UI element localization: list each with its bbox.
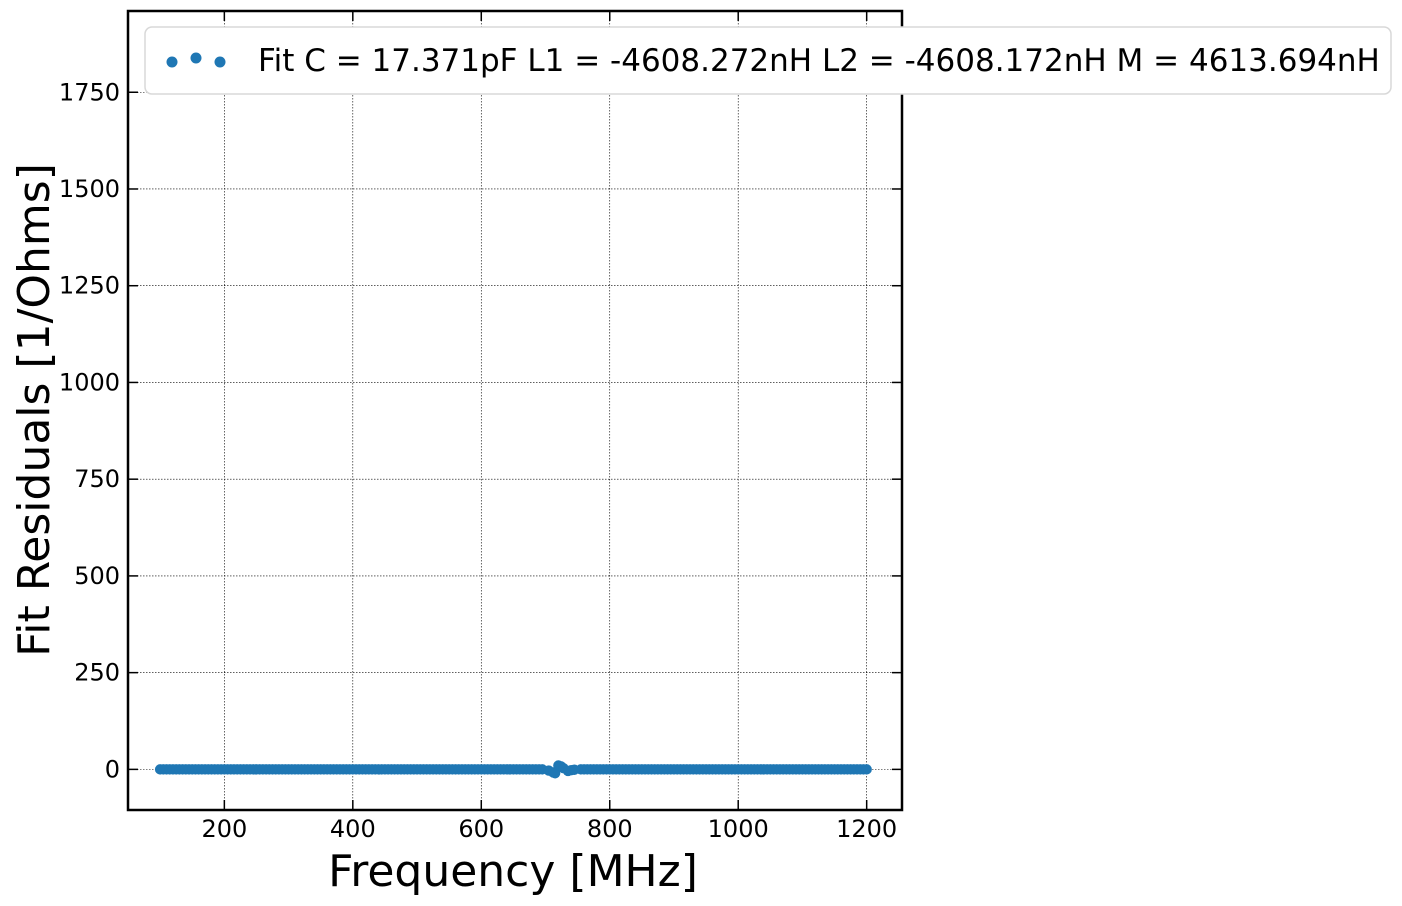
y-tick-label-3: 750: [74, 465, 120, 493]
legend-marker: [166, 56, 178, 68]
y-tick-label-4: 1000: [59, 368, 120, 396]
x-tick-label-3: 800: [587, 815, 633, 843]
legend: Fit C = 17.371pF L1 = -4608.272nH L2 = -…: [144, 26, 1392, 95]
plot-frame: [126, 9, 904, 812]
tick-marks: [128, 11, 902, 810]
x-tick-label-2: 600: [458, 815, 504, 843]
x-axis-label: Frequency [MHz]: [328, 846, 698, 897]
x-tick-label-5: 1200: [836, 815, 897, 843]
data-point-209: [861, 764, 872, 775]
x-tick-label-4: 1000: [708, 815, 769, 843]
tick-labels: 200 400 600 800 1000 1200 0 250 500 750 1000 1250 15…: [59, 78, 897, 843]
legend-label: Fit C = 17.371pF L1 = -4608.272nH L2 = -…: [258, 43, 1380, 79]
y-tick-label-6: 1500: [59, 175, 120, 203]
axes: [126, 9, 904, 812]
legend-marker: [214, 56, 226, 68]
y-tick-label-5: 1250: [59, 272, 120, 300]
y-tick-label-7: 1750: [59, 78, 120, 106]
x-tick-label-1: 400: [330, 815, 376, 843]
y-axis-label: Fit Residuals [1/Ohms]: [9, 163, 60, 657]
data-point-219: [569, 764, 580, 775]
y-tick-label-1: 250: [74, 659, 120, 687]
y-tick-label-0: 0: [105, 755, 120, 783]
y-tick-label-2: 500: [74, 562, 120, 590]
grid-lines: [128, 11, 902, 810]
x-tick-label-0: 200: [201, 815, 247, 843]
data-points: [154, 43, 872, 779]
legend-box: [144, 26, 1392, 95]
legend-marker: [190, 52, 202, 64]
